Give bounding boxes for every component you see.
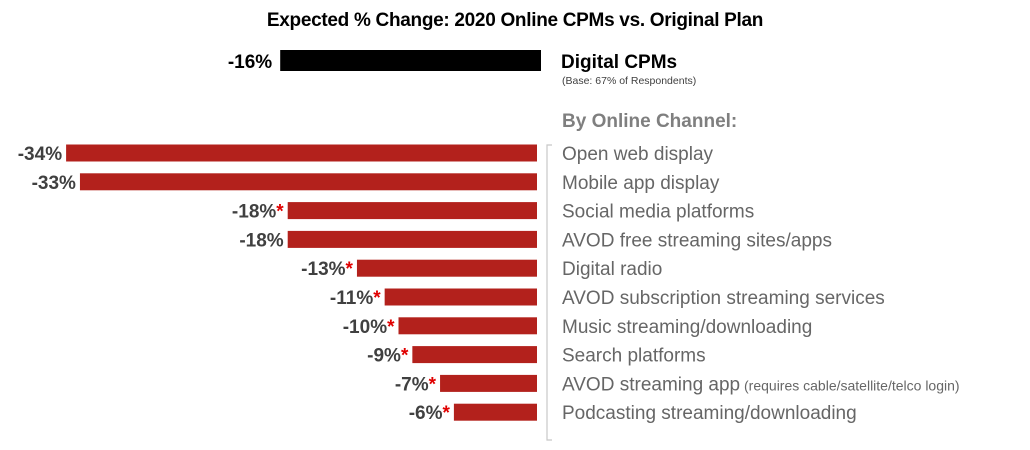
bar-7	[398, 317, 537, 335]
bar-3	[287, 202, 537, 220]
bar-1	[66, 144, 537, 162]
asterisk-mark: *	[429, 374, 437, 395]
value-label: -34%	[18, 144, 62, 165]
section-heading: By Online Channel:	[562, 111, 737, 132]
value-label: -10%*	[343, 317, 395, 338]
bar-2	[79, 173, 537, 191]
value-label: -9%*	[367, 346, 409, 367]
asterisk-mark: *	[401, 346, 409, 367]
summary-base-note: (Base: 67% of Respondents)	[562, 75, 696, 87]
value-label: -18%*	[232, 202, 284, 223]
chart-title: Expected % Change: 2020 Online CPMs vs. …	[266, 10, 764, 31]
category-label: Open web display	[562, 144, 714, 165]
bar-10	[453, 403, 537, 421]
asterisk-mark: *	[346, 259, 354, 280]
asterisk-mark: *	[387, 317, 395, 338]
value-label: -7%*	[395, 374, 437, 395]
value-label: -13%*	[301, 259, 353, 280]
category-bracket	[546, 144, 552, 441]
value-label: -11%*	[330, 288, 381, 309]
category-label: Social media platforms	[562, 202, 754, 223]
category-label: Search platforms	[562, 346, 706, 367]
value-label: -33%	[32, 173, 76, 194]
value-label: -6%*	[409, 403, 451, 424]
bar-8	[412, 346, 537, 364]
asterisk-mark: *	[442, 403, 450, 424]
category-note: (requires cable/satellite/telco login)	[740, 377, 959, 393]
category-label: AVOD subscription streaming services	[562, 288, 885, 309]
summary-value-label: -16%	[228, 52, 272, 73]
bar-5	[356, 259, 537, 277]
value-label: -18%	[239, 230, 283, 251]
asterisk-mark: *	[276, 202, 284, 223]
summary-label: Digital CPMs	[561, 52, 677, 73]
bar-6	[384, 288, 537, 306]
category-label: Music streaming/downloading	[562, 317, 812, 338]
summary-bar	[280, 50, 541, 71]
bar-4	[287, 230, 537, 248]
category-label: Mobile app display	[562, 173, 720, 194]
asterisk-mark: *	[373, 288, 381, 309]
category-label: Podcasting streaming/downloading	[562, 403, 857, 424]
category-label: AVOD free streaming sites/apps	[562, 230, 832, 251]
bar-9	[440, 374, 537, 392]
category-label: Digital radio	[562, 259, 662, 280]
category-label: AVOD streaming app (requires cable/satel…	[562, 374, 960, 395]
